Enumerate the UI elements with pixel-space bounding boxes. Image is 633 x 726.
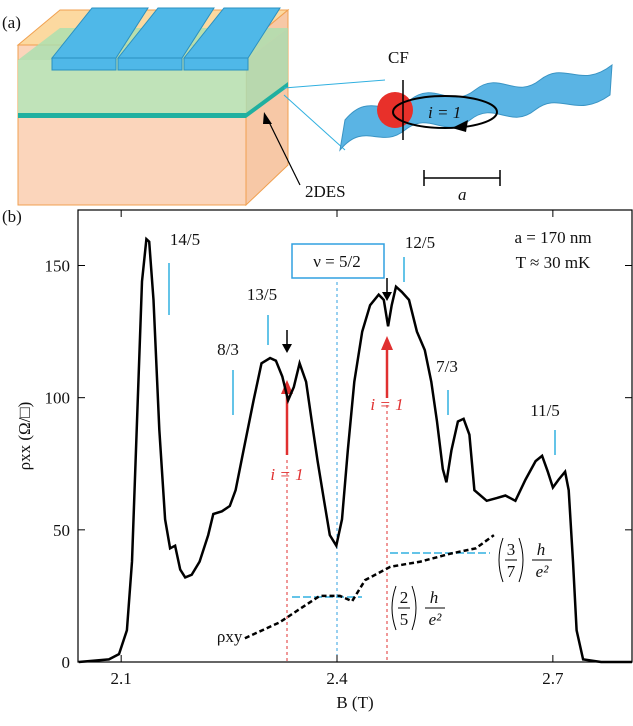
annotation: a = 170 nm	[514, 228, 591, 247]
plot: 0 50 100 150 2.1 2.4 2.7 B (T) ρxx (Ω/□) ρxy 14/5 1…	[15, 209, 633, 712]
annotation: 11/5	[530, 401, 560, 420]
annotation: T ≈ 30 mK	[516, 253, 591, 272]
panel-label: (b)	[2, 207, 22, 226]
x-tick-label: 2.7	[542, 669, 564, 688]
annotation: i = 1	[370, 395, 403, 414]
paren	[518, 537, 524, 583]
plateau-den: 5	[400, 610, 409, 629]
arrow	[282, 344, 292, 353]
plateau-e: e²	[429, 610, 443, 629]
annotation: 8/3	[217, 340, 239, 359]
orbit-label: i = 1	[428, 103, 461, 122]
arrow	[281, 380, 293, 394]
plot-frame	[77, 209, 633, 663]
y-tick-label: 100	[45, 389, 71, 408]
x-tick-label: 2.1	[111, 669, 132, 688]
cf-label: CF	[388, 48, 409, 67]
annotation: ν = 5/2	[313, 252, 361, 271]
series-label: ρxy	[217, 627, 243, 646]
annotation: 14/5	[170, 230, 200, 249]
y-tick-label: 150	[45, 257, 71, 276]
data-line	[244, 534, 495, 640]
annotation: 13/5	[247, 285, 277, 304]
period-label: a	[458, 185, 467, 204]
arrow	[381, 336, 393, 350]
arrow	[382, 292, 392, 301]
device-diagram	[16, 7, 613, 207]
plateau-h: h	[537, 540, 546, 559]
y-tick-label: 50	[53, 521, 70, 540]
panel-label: (a)	[2, 13, 21, 32]
paren	[411, 585, 417, 631]
plateau-num: 3	[507, 540, 516, 559]
plateau-num: 2	[400, 588, 409, 607]
box	[291, 243, 385, 279]
paren	[498, 537, 504, 583]
data-line	[78, 236, 632, 664]
annotation: 12/5	[405, 233, 435, 252]
y-tick-label: 0	[62, 653, 71, 672]
annotation: i = 1	[270, 465, 303, 484]
x-tick-label: 2.4	[326, 669, 348, 688]
plateau-e: e²	[536, 562, 550, 581]
paren	[391, 585, 397, 631]
annotation: 7/3	[436, 357, 458, 376]
plateau-h: h	[430, 588, 439, 607]
y-axis-label: ρxx (Ω/□)	[15, 402, 34, 471]
layer-label: 2DES	[305, 182, 346, 201]
plateau-den: 7	[507, 562, 516, 581]
x-axis-label: B (T)	[336, 693, 373, 712]
